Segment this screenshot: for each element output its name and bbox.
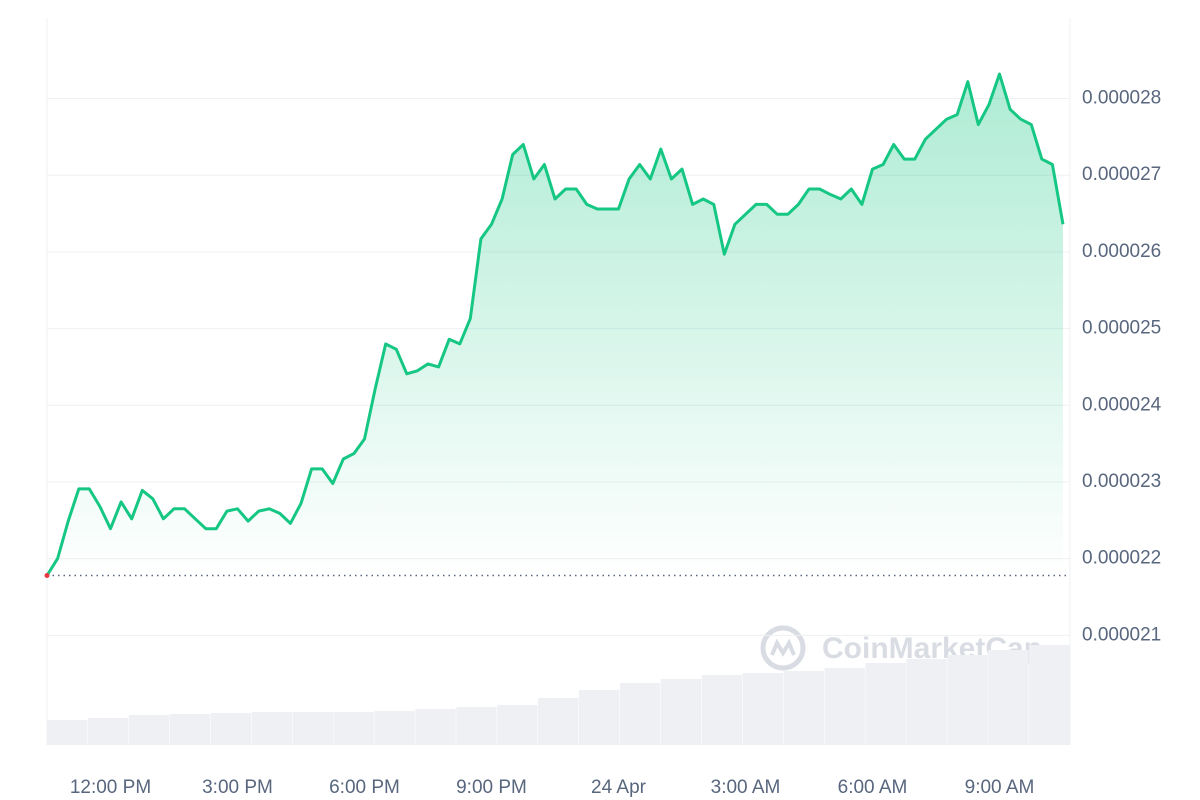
x-tick-label: 3:00 PM xyxy=(202,777,273,798)
volume-bar xyxy=(619,683,661,745)
volume-bar xyxy=(742,673,784,745)
volume-bar xyxy=(783,671,824,745)
volume-bar xyxy=(1029,645,1070,745)
y-tick-label: 0.000025 xyxy=(1082,318,1161,339)
x-tick-label: 9:00 PM xyxy=(456,777,527,798)
volume-bar xyxy=(578,690,620,745)
volume-bar xyxy=(292,712,333,745)
y-tick-label: 0.000027 xyxy=(1082,164,1161,185)
y-tick-label: 0.000023 xyxy=(1082,471,1161,492)
volume-bar xyxy=(87,718,129,745)
volume-bar xyxy=(333,712,374,745)
y-tick-label: 0.000021 xyxy=(1082,624,1161,645)
x-tick-label: 9:00 AM xyxy=(965,777,1035,798)
y-tick-label: 0.000028 xyxy=(1082,88,1161,109)
x-tick-label: 6:00 PM xyxy=(329,777,400,798)
x-tick-label: 12:00 PM xyxy=(70,777,151,798)
start-dot xyxy=(44,573,50,579)
volume-bar xyxy=(210,713,252,745)
y-tick-label: 0.000022 xyxy=(1082,548,1161,569)
volume-bar xyxy=(374,711,415,745)
x-tick-label: 6:00 AM xyxy=(838,777,908,798)
price-line xyxy=(45,72,1065,577)
volume-bar xyxy=(538,698,579,745)
volume-bar xyxy=(988,650,1029,745)
y-tick-label: 0.000026 xyxy=(1082,241,1161,262)
volume-bar xyxy=(128,715,170,745)
volume-bar xyxy=(947,655,988,745)
x-tick-label: 3:00 AM xyxy=(711,777,781,798)
x-tick-label: 24 Apr xyxy=(591,777,647,798)
volume-bar xyxy=(415,709,456,745)
y-tick-label: 0.000024 xyxy=(1082,394,1162,415)
volume-bar xyxy=(824,668,865,745)
volume-bar xyxy=(47,720,88,745)
volume-bar xyxy=(456,707,497,745)
volume-bar xyxy=(906,659,947,745)
volume-bar xyxy=(865,663,906,745)
volume-bar xyxy=(660,679,702,745)
volume-bar xyxy=(701,675,743,745)
price-area xyxy=(47,74,1063,576)
volume-bar xyxy=(169,714,211,745)
volume-bar xyxy=(251,712,293,745)
volume-bar xyxy=(497,705,538,745)
